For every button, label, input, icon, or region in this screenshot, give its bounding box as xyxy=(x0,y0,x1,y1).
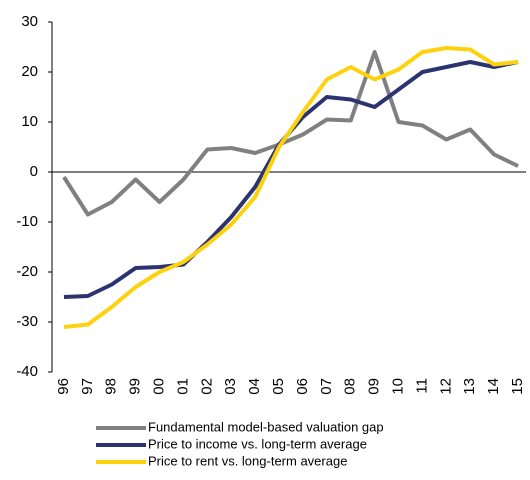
x-tick-label: 96 xyxy=(55,378,72,395)
x-tick-label: 12 xyxy=(437,378,454,395)
y-tick-label: 20 xyxy=(21,63,38,80)
x-tick-label: 04 xyxy=(246,378,263,395)
y-tick-label: -20 xyxy=(16,263,38,280)
y-tick-label: -40 xyxy=(16,363,38,380)
x-tick-label: 01 xyxy=(174,378,191,395)
x-tick-label: 03 xyxy=(222,378,239,395)
x-tick-label: 00 xyxy=(151,378,168,395)
x-tick-label: 98 xyxy=(103,378,120,395)
x-tick-label: 07 xyxy=(318,378,335,395)
y-tick-label: -10 xyxy=(16,213,38,230)
x-tick-label: 09 xyxy=(366,378,383,395)
y-tick-label: 10 xyxy=(21,113,38,130)
y-tick-label: 0 xyxy=(30,163,38,180)
x-tick-label: 99 xyxy=(127,378,144,395)
x-tick-label: 14 xyxy=(485,378,502,395)
series-line xyxy=(62,50,519,217)
x-tick-label: 08 xyxy=(342,378,359,395)
x-tick-label: 11 xyxy=(413,378,430,394)
x-tick-label: 15 xyxy=(509,378,526,395)
x-tick-label: 97 xyxy=(79,378,96,395)
x-tick-label: 02 xyxy=(198,378,215,395)
legend-label: Price to rent vs. long-term average xyxy=(148,453,347,468)
x-tick-label: 13 xyxy=(461,378,478,395)
series-line xyxy=(63,46,519,329)
x-tick-label: 10 xyxy=(390,378,407,395)
y-tick-label: -30 xyxy=(16,313,38,330)
x-tick-label: 06 xyxy=(294,378,311,395)
legend-label: Fundamental model-based valuation gap xyxy=(148,419,384,434)
legend-label: Price to income vs. long-term average xyxy=(148,436,367,451)
series-line xyxy=(63,60,519,299)
x-tick-label: 05 xyxy=(270,378,287,395)
y-tick-label: 30 xyxy=(21,13,38,30)
